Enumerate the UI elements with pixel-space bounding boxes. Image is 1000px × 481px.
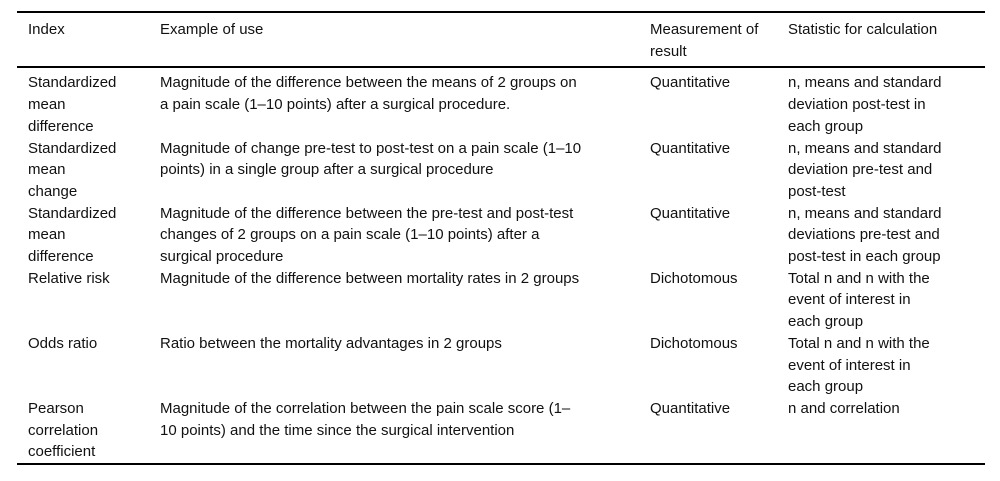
cell-measurement: Quantitative <box>650 139 731 157</box>
cell-statistic: Total n and n with the event of interest… <box>788 269 930 331</box>
table-body: Standardized mean difference Magnitude o… <box>17 67 985 464</box>
cell-index: Standardized mean change <box>28 139 117 200</box>
column-header-measurement-of-result: Measurement of result <box>650 12 788 69</box>
table-row: Standardized mean change Magnitude of ch… <box>17 138 985 203</box>
cell-measurement: Quantitative <box>650 204 731 222</box>
table-row: Relative risk Magnitude of the differenc… <box>17 268 985 333</box>
cell-example: Magnitude of the difference between the … <box>160 204 574 266</box>
cell-measurement: Dichotomous <box>650 334 738 352</box>
cell-example: Magnitude of the correlation between the… <box>160 399 571 439</box>
table-row: Standardized mean difference Magnitude o… <box>17 203 985 268</box>
cell-index: Odds ratio <box>28 334 98 352</box>
cell-example: Ratio between the mortality advantages i… <box>160 334 502 352</box>
cell-statistic: Total n and n with the event of interest… <box>788 334 930 396</box>
cell-example: Magnitude of change pre-test to post-tes… <box>160 139 582 179</box>
cell-measurement: Quantitative <box>650 74 731 92</box>
cell-statistic: n, means and standard deviation pre-test… <box>788 139 942 200</box>
table-row: Standardized mean difference Magnitude o… <box>17 67 985 137</box>
cell-statistic: n, means and standard deviation post-tes… <box>788 74 942 135</box>
table-row: Odds ratio Ratio between the mortality a… <box>17 333 985 398</box>
column-header-statistic-for-calculation: Statistic for calculation <box>788 12 985 69</box>
header-row: Index Example of use Measurement of resu… <box>17 12 985 69</box>
cell-example: Magnitude of the difference between mort… <box>160 269 580 287</box>
statistical-indices-table: Index Example of use Measurement of resu… <box>17 11 985 466</box>
cell-example: Magnitude of the difference between the … <box>160 74 577 114</box>
table-header: Index Example of use Measurement of resu… <box>17 12 985 69</box>
cell-index: Pearson correlation coefficient <box>28 399 99 461</box>
column-header-example-of-use: Example of use <box>160 12 650 69</box>
cell-index: Standardized mean difference <box>28 74 117 135</box>
cell-index: Standardized mean difference <box>28 204 117 266</box>
cell-index: Relative risk <box>28 269 110 287</box>
table-row: Pearson correlation coefficient Magnitud… <box>17 398 985 464</box>
cell-measurement: Dichotomous <box>650 269 738 287</box>
column-header-index: Index <box>17 12 160 69</box>
cell-statistic: n, means and standard deviations pre-tes… <box>788 204 942 266</box>
paper-table-container: Index Example of use Measurement of resu… <box>17 11 985 466</box>
cell-statistic: n and correlation <box>788 399 900 417</box>
cell-measurement: Quantitative <box>650 399 731 417</box>
